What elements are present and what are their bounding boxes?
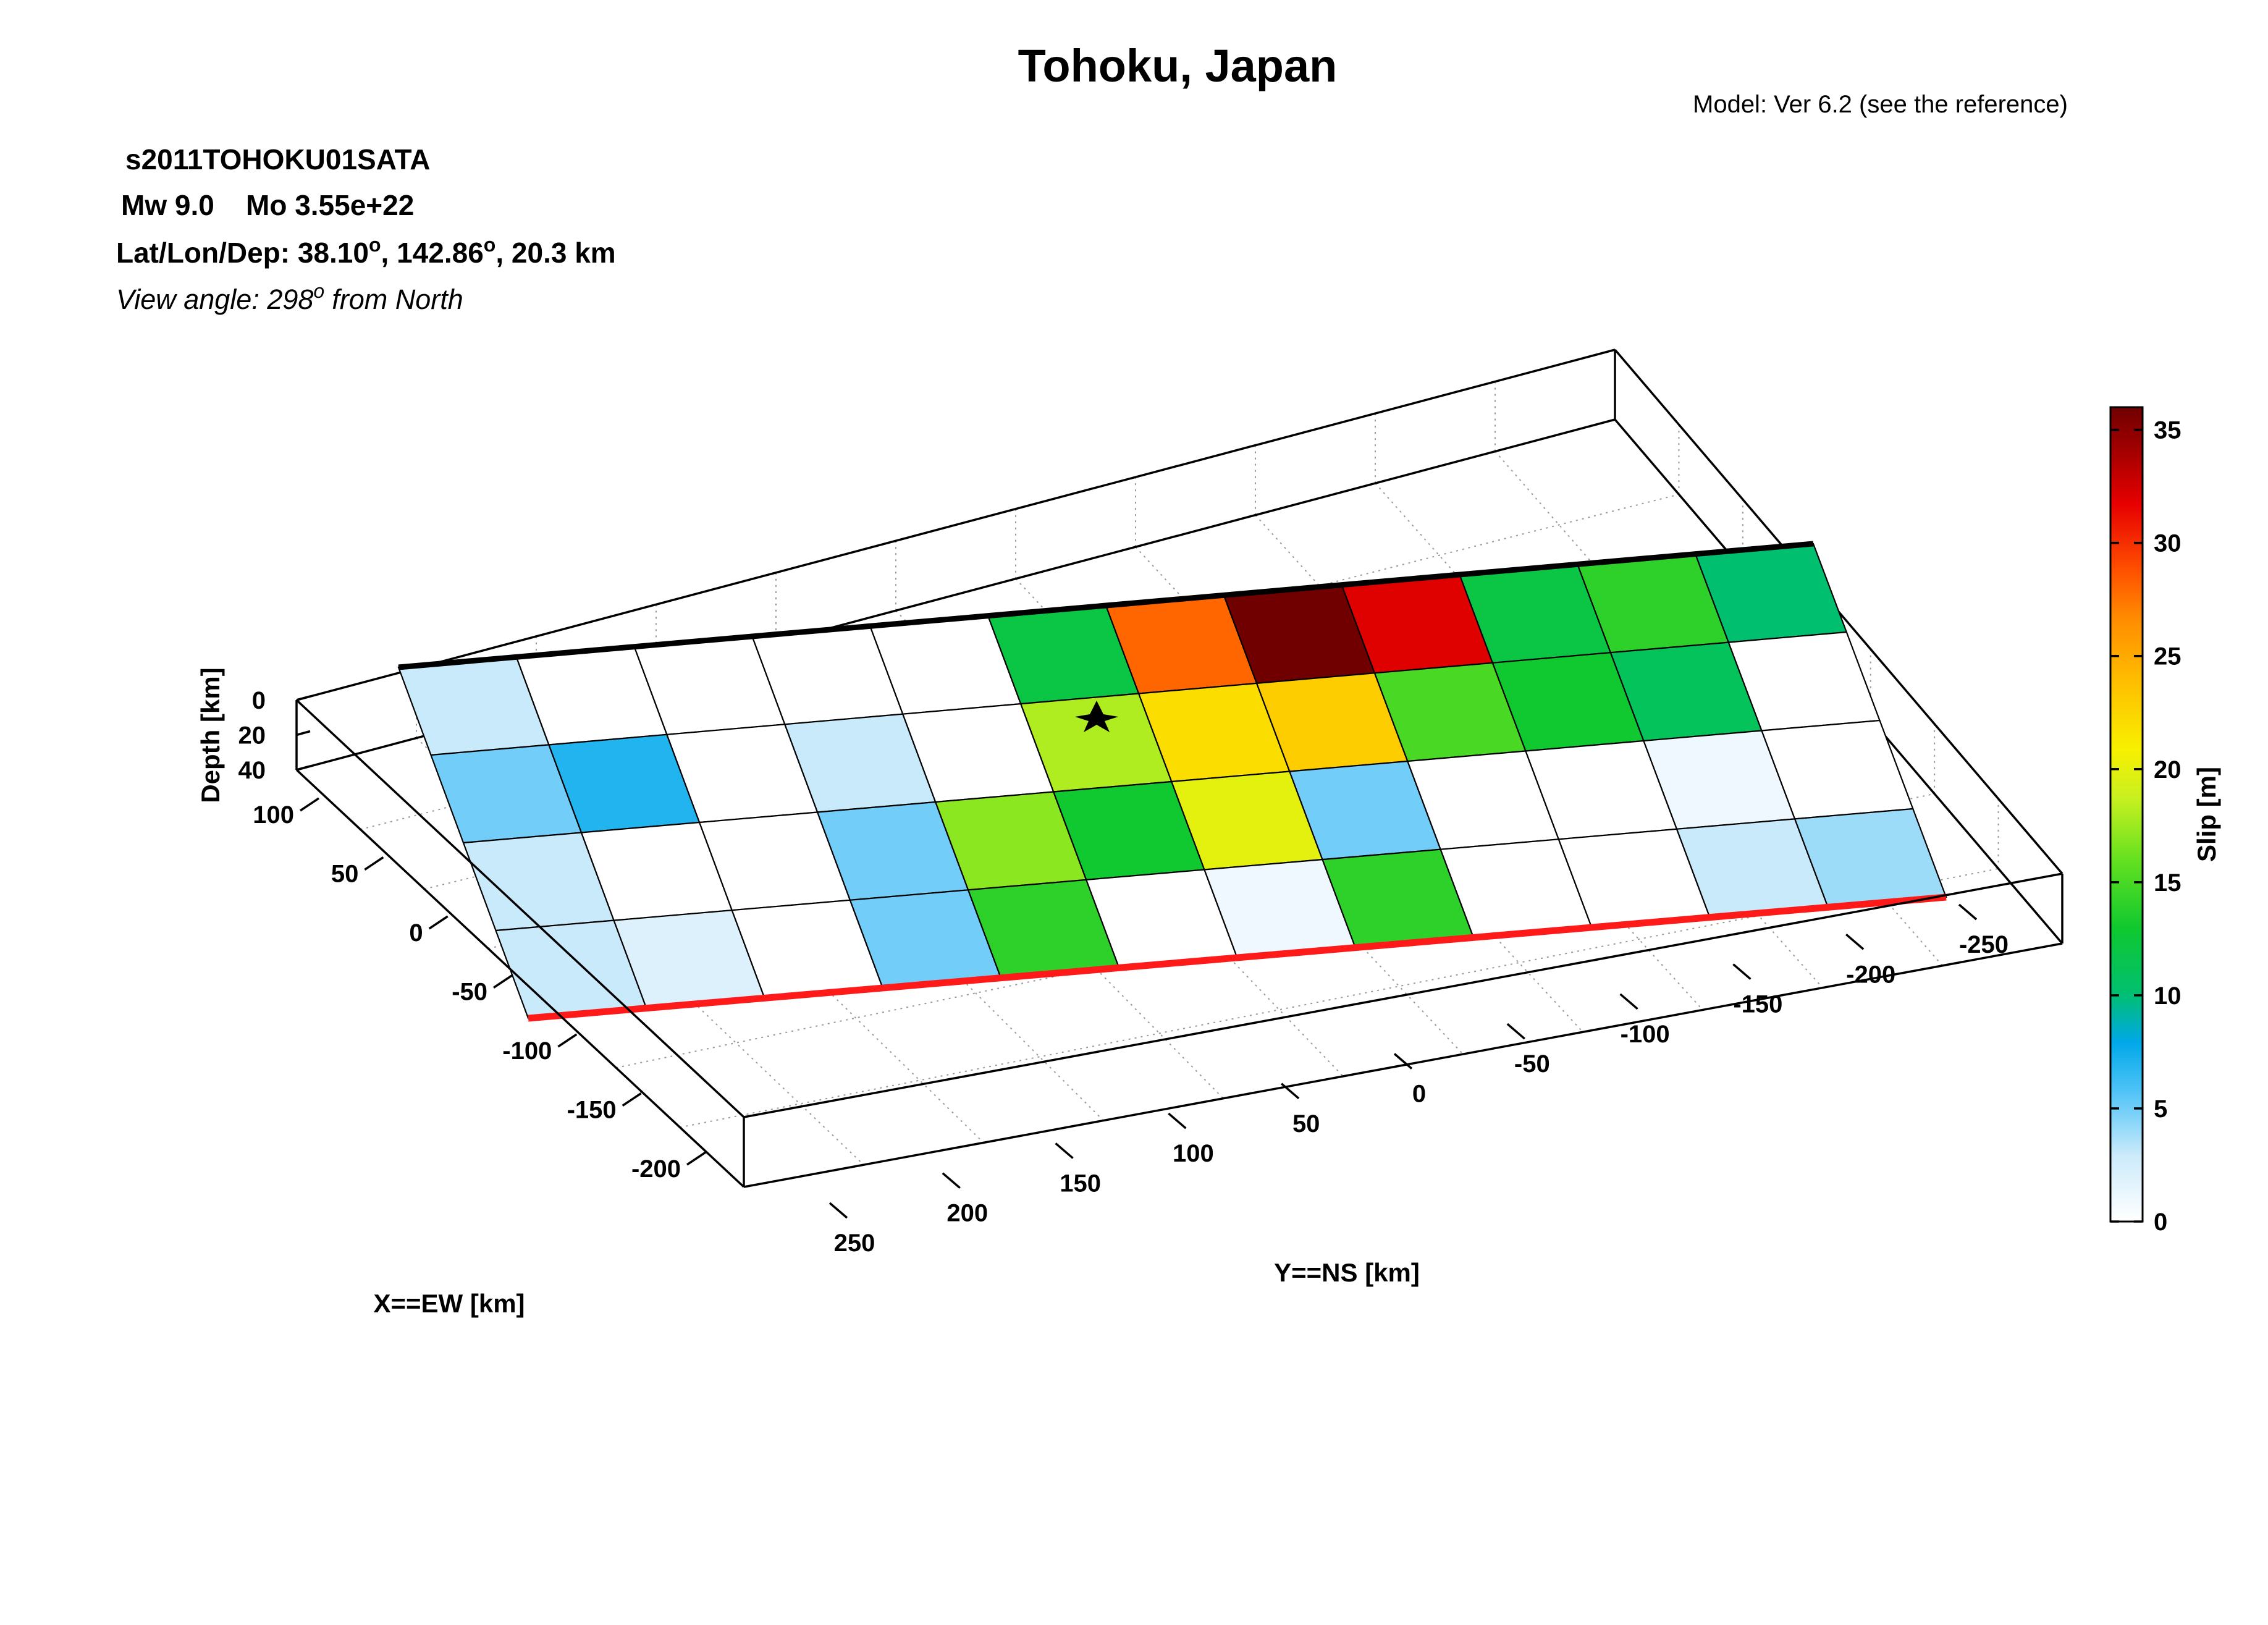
floor-grid-line [1375, 483, 1823, 989]
plot-box-edge [295, 769, 745, 1188]
fault-edges [398, 541, 1947, 1022]
colorbar-tick-label: 35 [2154, 417, 2182, 444]
colorbar-tick-label: 15 [2154, 869, 2182, 897]
longitude-value: 142.86 [397, 237, 484, 269]
colorbar-tick-label: 10 [2154, 982, 2182, 1010]
y-tick-label: 0 [1412, 1081, 1426, 1108]
y-tick-label: 150 [1060, 1170, 1101, 1197]
y-tick-mark [1732, 963, 1752, 980]
z-axis-label: Depth [km] [196, 667, 225, 803]
fault-bottom-edge [528, 893, 1947, 1022]
x-tick-label: -200 [631, 1155, 681, 1183]
floor-grid-line [1015, 578, 1464, 1055]
plot-box-edge [296, 348, 1616, 701]
location-line: Lat/Lon/Dep: 38.10o, 142.86o, 20.3 km [116, 234, 616, 269]
x-tick-mark [493, 974, 513, 989]
colorbar-tick-label: 5 [2154, 1095, 2167, 1123]
axis-ticks: 0 20 40 100 50 0 -50 -100 -150 -200 250 200 150 100 50… [238, 687, 2009, 1257]
chart-title: Tohoku, Japan [1018, 40, 1338, 91]
x-tick-mark [428, 915, 449, 930]
z-tick-mark [296, 695, 311, 701]
y-tick-mark [1506, 1023, 1525, 1040]
y-tick-mark [1055, 1142, 1074, 1159]
degree-symbol: o [313, 280, 324, 302]
x-tick-label: -100 [502, 1037, 552, 1065]
degree-symbol: o [484, 234, 496, 256]
y-tick-mark [1958, 903, 1978, 921]
colorbar-tick-label: 30 [2154, 530, 2182, 557]
hypocenter-star-icon [1075, 701, 1118, 732]
colorbar-tick-label: 20 [2154, 756, 2182, 783]
seismic-moment: Mo 3.55e+22 [246, 189, 414, 221]
colorbar-tick-label: 25 [2154, 643, 2182, 670]
x-axis-label: X==EW [km] [373, 1289, 525, 1318]
y-axis-label: Y==NS [km] [1274, 1258, 1420, 1287]
view-angle-line: View angle: 298o from North [116, 280, 463, 315]
x-tick-mark [622, 1092, 642, 1107]
view-angle-prefix: View angle: 298 [116, 284, 313, 315]
x-tick-label: 50 [331, 861, 359, 888]
z-tick-label: 0 [252, 687, 266, 714]
y-tick-mark [1845, 933, 1865, 950]
y-tick-mark [1393, 1053, 1413, 1070]
moment-magnitude: Mw 9.0 [121, 189, 214, 221]
plot-box-edge [743, 872, 2063, 1118]
z-tick-mark [296, 765, 311, 771]
y-tick-label: 100 [1173, 1140, 1214, 1167]
z-tick-mark [296, 730, 311, 737]
y-tick-label: -50 [1514, 1050, 1550, 1078]
colorbar [2109, 406, 2144, 1223]
y-tick-label: -150 [1733, 991, 1782, 1018]
y-tick-mark [1619, 993, 1638, 1010]
latitude-value: 38.10 [298, 237, 369, 269]
model-version-note: Model: Ver 6.2 (see the reference) [1693, 91, 2068, 118]
x-tick-mark [557, 1033, 578, 1048]
y-tick-label: 50 [1292, 1110, 1320, 1138]
x-tick-label: 0 [409, 919, 423, 947]
floor-grid-line [536, 706, 984, 1144]
svg-text:Lat/Lon/Dep: 38.10o, 142.86o,: Lat/Lon/Dep: 38.10o, 142.86o, 20.3 km [116, 234, 616, 269]
y-tick-mark [942, 1172, 961, 1189]
fault-top-edge [398, 541, 1814, 670]
y-tick-mark [1281, 1083, 1300, 1100]
y-tick-mark [1168, 1112, 1187, 1129]
y-tick-label: 200 [946, 1200, 988, 1227]
x-tick-mark [300, 797, 319, 812]
x-tick-label: 100 [253, 801, 294, 829]
y-tick-label: -100 [1621, 1021, 1670, 1048]
x-tick-label: -150 [567, 1097, 617, 1124]
y-tick-label: 250 [834, 1230, 875, 1257]
y-tick-label: -250 [1959, 931, 2009, 958]
colorbar-label: Slip [m] [2192, 767, 2221, 862]
z-tick-label: 20 [238, 722, 266, 749]
x-tick-mark [364, 856, 384, 871]
colorbar-ticks: 35 30 25 20 15 10 5 0 [2110, 417, 2182, 1236]
degree-symbol: o [369, 234, 381, 256]
plot-box-front [295, 699, 2064, 1188]
depth-value: 20.3 km [512, 237, 616, 269]
plot-box-edge [295, 699, 745, 1118]
y-tick-mark [828, 1202, 848, 1219]
y-tick-label: -200 [1846, 961, 1895, 988]
view-angle-suffix: from North [332, 284, 463, 315]
plot-box-edge [743, 942, 2063, 1188]
x-tick-mark [686, 1151, 706, 1166]
slip-patches [397, 542, 1947, 1019]
colorbar-tick-label: 0 [2154, 1209, 2167, 1236]
location-label: Lat/Lon/Dep: [116, 237, 298, 269]
z-tick-label: 40 [238, 757, 266, 784]
x-tick-label: -50 [452, 979, 487, 1006]
event-id: s2011TOHOKU01SATA [125, 143, 430, 175]
